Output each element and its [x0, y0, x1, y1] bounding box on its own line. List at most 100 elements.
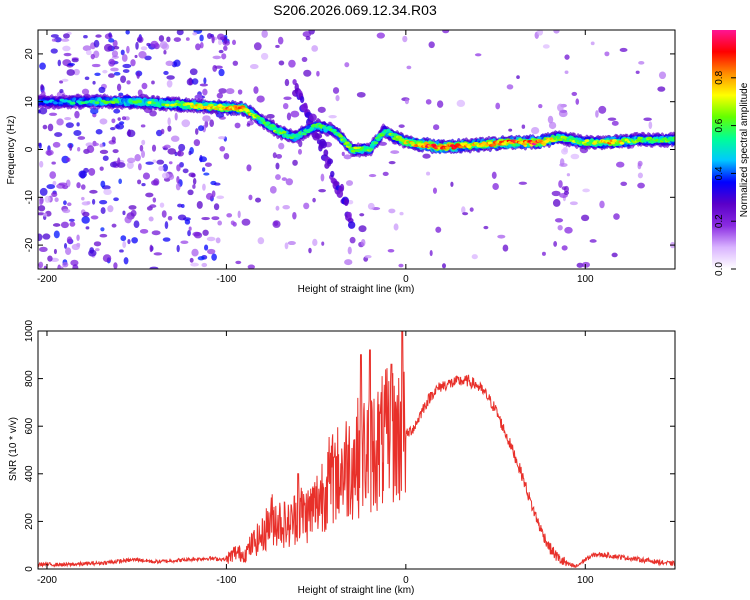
ridge-blob — [206, 106, 212, 110]
noise-speckle — [66, 157, 71, 162]
noise-speckle — [149, 204, 157, 208]
noise-speckle — [91, 198, 96, 205]
noise-speckle — [343, 154, 352, 160]
noise-speckle — [170, 135, 180, 142]
noise-speckle — [121, 54, 128, 62]
noise-speckle — [62, 45, 71, 52]
noise-speckle — [559, 158, 565, 167]
noise-speckle — [151, 230, 161, 236]
noise-speckle — [127, 238, 131, 245]
x-tick-label: 100 — [577, 274, 594, 285]
noise-speckle — [133, 220, 140, 229]
noise-speckle — [557, 224, 563, 231]
ridge-blob — [391, 133, 396, 136]
noise-speckle — [442, 30, 450, 34]
noise-speckle — [188, 226, 192, 231]
noise-speckle — [60, 38, 70, 42]
noise-speckle — [638, 61, 645, 65]
noise-speckle — [67, 62, 76, 66]
noise-speckle — [518, 181, 528, 185]
noise-speckle — [176, 30, 184, 36]
noise-speckle — [219, 146, 226, 152]
noise-speckle — [65, 179, 71, 188]
noise-speckle — [206, 33, 213, 39]
noise-speckle — [275, 205, 280, 211]
noise-speckle — [595, 110, 599, 118]
noise-speckle — [90, 53, 95, 60]
noise-speckle — [69, 143, 73, 151]
noise-speckle — [422, 153, 431, 159]
snr-panel: -200 -100 0 100 0 200 400 600 800 1000 Height of… — [8, 319, 676, 596]
noise-speckle — [616, 161, 625, 168]
noise-speckle — [108, 32, 112, 38]
noise-speckle — [39, 187, 48, 196]
noise-speckle — [66, 69, 75, 76]
noise-speckle — [152, 159, 157, 163]
noise-speckle — [347, 199, 354, 205]
noise-speckle — [85, 49, 92, 56]
noise-speckle — [82, 211, 90, 217]
noise-speckle — [99, 166, 104, 171]
x-tick-label: -100 — [216, 274, 236, 285]
noise-speckle — [211, 35, 215, 44]
noise-speckle — [141, 150, 146, 159]
noise-speckle — [165, 60, 174, 66]
noise-speckle — [335, 94, 340, 102]
noise-speckle — [145, 161, 154, 165]
noise-speckle — [151, 144, 157, 152]
noise-speckle — [38, 107, 48, 115]
noise-speckle — [142, 172, 151, 180]
noise-speckle — [159, 41, 168, 49]
ridge-blob — [487, 141, 493, 145]
ridge-blob — [445, 146, 450, 150]
noise-speckle — [273, 221, 279, 227]
noise-speckle — [74, 110, 80, 119]
noise-speckle — [305, 35, 311, 41]
noise-speckle — [613, 213, 620, 220]
noise-speckle — [246, 123, 251, 127]
noise-speckle — [388, 161, 396, 165]
noise-speckle — [100, 227, 105, 232]
noise-speckle — [134, 154, 141, 162]
noise-speckle — [196, 200, 203, 209]
ridge-blob — [270, 124, 276, 128]
noise-speckle — [232, 60, 239, 66]
noise-speckle — [156, 159, 165, 165]
noise-speckle — [92, 80, 96, 85]
noise-speckle — [141, 82, 148, 90]
noise-speckle — [166, 36, 171, 43]
y-tick-label: 400 — [24, 465, 35, 482]
noise-speckle — [202, 115, 211, 122]
noise-speckle — [62, 261, 69, 268]
x-tick-label: -200 — [37, 575, 57, 586]
noise-speckle — [63, 243, 68, 249]
noise-speckle — [40, 84, 44, 91]
noise-speckle — [115, 123, 125, 130]
noise-speckle — [275, 153, 283, 159]
noise-speckle — [211, 190, 216, 198]
noise-speckle — [110, 161, 118, 168]
noise-speckle — [284, 78, 290, 87]
noise-speckle — [117, 157, 121, 166]
noise-speckle — [225, 88, 235, 95]
noise-speckle — [393, 223, 399, 231]
noise-speckle — [368, 174, 377, 178]
noise-speckle — [216, 195, 225, 200]
noise-speckle — [140, 124, 146, 128]
noise-speckle — [553, 240, 558, 247]
noise-speckle — [56, 118, 64, 126]
noise-speckle — [554, 218, 564, 223]
noise-speckle — [223, 152, 230, 160]
noise-speckle — [111, 223, 117, 228]
noise-speckle — [113, 71, 121, 76]
noise-speckle — [282, 103, 289, 110]
noise-speckle — [429, 249, 433, 257]
noise-speckle — [218, 49, 224, 54]
noise-speckle — [63, 33, 70, 39]
noise-speckle — [188, 150, 192, 156]
noise-speckle — [277, 36, 284, 45]
noise-speckle — [51, 161, 56, 165]
noise-speckle — [569, 201, 578, 206]
noise-speckle — [347, 246, 352, 255]
noise-speckle — [290, 110, 300, 118]
